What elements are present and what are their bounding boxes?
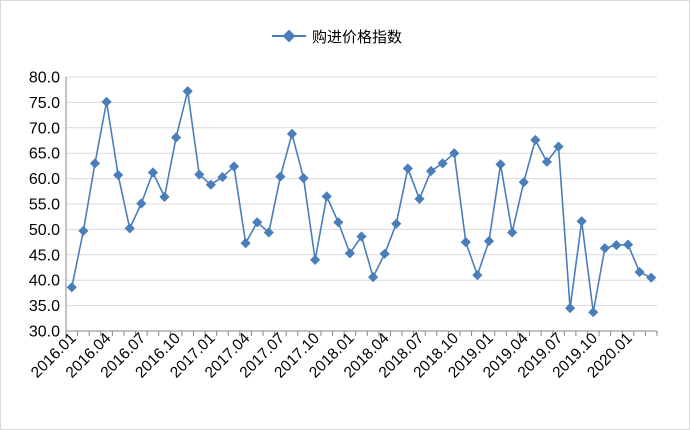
y-tick-label: 50.0 [29, 222, 60, 239]
data-point-marker [576, 216, 587, 227]
data-point-marker [367, 272, 379, 283]
data-point-marker [240, 238, 251, 249]
series-line-group [71, 90, 652, 314]
data-point-marker [599, 243, 610, 254]
data-point-marker [379, 248, 390, 259]
data-point-marker [124, 223, 135, 234]
data-point-marker [507, 227, 518, 238]
data-point-marker [414, 193, 425, 205]
data-point-marker [217, 171, 228, 183]
data-point-marker [495, 159, 506, 170]
data-point-marker [333, 217, 344, 228]
data-point-marker [402, 163, 413, 174]
data-point-marker [460, 237, 471, 248]
data-point-marker [170, 132, 182, 143]
data-point-marker [483, 235, 495, 247]
legend: 购进价格指数 [272, 28, 402, 46]
data-point-marker [228, 161, 240, 172]
data-point-marker [622, 239, 634, 250]
y-tick-label: 30.0 [29, 324, 60, 341]
y-tick-label: 70.0 [29, 120, 60, 137]
y-tick-label: 45.0 [29, 247, 60, 264]
data-point-marker [344, 248, 356, 259]
data-point-marker [275, 171, 286, 182]
data-point-marker [564, 303, 576, 314]
data-point-marker [391, 218, 402, 229]
data-point-marker [66, 282, 77, 293]
y-tick-label: 65.0 [29, 146, 60, 163]
y-tick-label: 60.0 [29, 171, 60, 188]
series-line [71, 90, 652, 314]
data-point-marker [89, 158, 101, 169]
y-axis-ticks: 30.0 35.0 40.0 45.0 50.0 55.0 60.0 65.0 70.0 75.0… [29, 70, 60, 341]
data-point-marker [425, 165, 437, 177]
data-point-marker [159, 191, 170, 202]
data-point-marker [472, 270, 483, 281]
data-point-marker [356, 231, 367, 242]
data-point-marker [136, 198, 147, 209]
data-point-marker [588, 307, 599, 318]
data-point-marker [263, 227, 274, 238]
y-tick-label: 75.0 [29, 95, 60, 112]
data-point-marker [147, 167, 159, 178]
y-tick-label: 35.0 [29, 298, 60, 315]
data-point-marker [298, 173, 309, 184]
data-point-marker [78, 225, 89, 237]
data-point-marker [321, 191, 332, 202]
data-point-marker [611, 240, 622, 251]
data-point-marker [113, 169, 124, 181]
data-point-marker [634, 266, 645, 278]
legend-label: 购进价格指数 [312, 28, 402, 46]
data-point-marker [310, 254, 321, 265]
data-point-marker [101, 96, 112, 107]
data-point-marker [530, 134, 541, 146]
legend-marker-icon [282, 29, 296, 43]
y-tick-label: 80.0 [29, 70, 60, 87]
data-point-marker [182, 86, 193, 97]
data-point-marker [646, 272, 657, 283]
y-tick-label: 40.0 [29, 273, 60, 290]
data-point-marker [286, 128, 298, 139]
y-tick-label: 55.0 [29, 197, 60, 214]
data-point-marker [449, 148, 460, 159]
